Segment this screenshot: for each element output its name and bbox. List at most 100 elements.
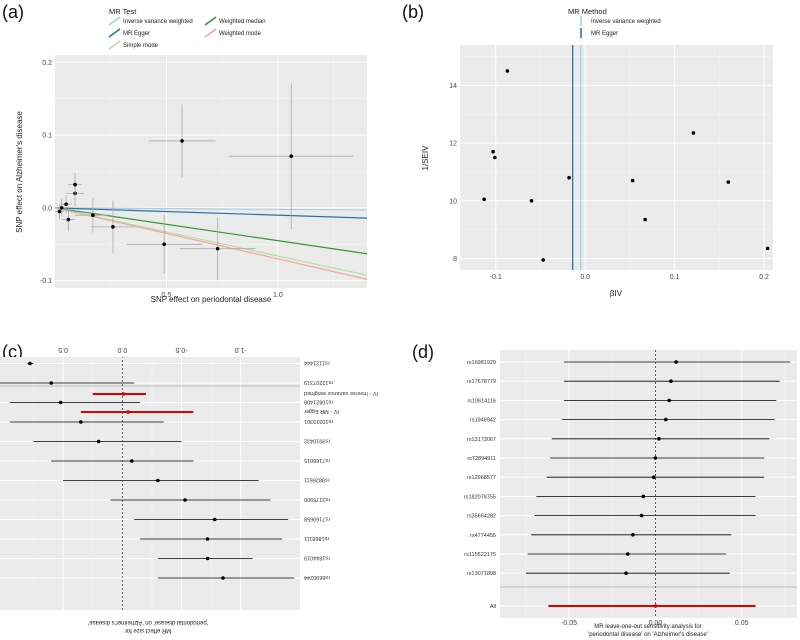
snp-label-4: rs13173067 [467,437,496,443]
snp-point-6 [91,213,95,217]
y-tick-0: 14 [449,83,457,90]
x-tick-1: 1.0 [273,292,283,299]
panel-b-y-axis-title: 1/SEIV [421,145,430,171]
snp-label-1: rs1844019 [304,555,330,561]
snp-label-5: rs72894911 [467,456,496,462]
y-tick-2: 0.0 [42,205,52,212]
panel-c-x-axis-title: MR effect size for [125,627,172,633]
snp-point-1 [59,206,64,210]
funnel-point-10 [726,180,731,184]
legend-swatch-1 [108,28,121,38]
x-tick-2: 0.05 [735,620,749,627]
panel-b-legend: MR Method Inverse variance weighted MR Eg… [568,7,661,38]
snp-estimate-2 [667,398,672,403]
panel-b-legend-title: MR Method [568,7,607,16]
snp-estimate-10 [625,552,630,556]
funnel-point-11 [765,246,770,251]
y-tick-3: 8 [453,256,457,263]
summary-estimate-0 [126,410,131,414]
snp-estimate-0 [221,576,225,580]
snp-estimate-3 [212,517,217,522]
panel-d-x-axis-title: MR leave-one-out sensitivity analysis fo… [594,624,701,630]
panel-a-label: (a) [2,2,24,22]
panel-d-x-axis-subtitle: 'periodontal disease' on 'Alzheimer's di… [588,632,708,638]
panel-b-x-axis-title: βIV [610,289,623,298]
snp-estimate-7 [96,439,101,444]
x-tick-3: 0.2 [759,274,769,281]
snp-point-8 [180,139,184,143]
snp-estimate-9 [631,533,635,537]
snp-estimate-5 [653,456,658,460]
panel-a-x-axis-title: SNP effect on periodontal disease [151,295,272,304]
panel-c-x-axis-subtitle: 'periodontal disease' on 'Alzheimer's di… [88,619,208,625]
snp-label-3: rs7169658 [304,516,330,522]
snp-estimate-10 [49,381,54,385]
funnel-point-6 [567,175,571,180]
snp-label-2: rs10614116 [467,398,496,404]
snp-estimate-7 [641,494,646,499]
snp-point-2 [64,202,68,207]
funnel-point-2 [493,155,497,160]
snp-label-2: rs1868111 [304,535,329,541]
snp-point-0 [57,209,62,214]
x-tick-0: 0.5 [162,292,172,299]
panel-d-plot-area [500,350,797,618]
panel-b-label: (b) [402,2,424,22]
legend-label-4: Weighted mode [219,31,262,37]
snp-estimate-6 [651,475,656,479]
snp-label-8: rs10319301 [304,418,333,424]
x-tick-2: 0.1 [670,274,680,281]
snp-label-3: rs1946942 [470,418,496,424]
legend-label-0: Inverse variance weighted [591,19,661,25]
funnel-point-9 [691,131,696,135]
funnel-point-0 [505,69,510,73]
snp-label-6: rs7168015 [304,457,330,463]
snp-label-11: rs1121444 [304,360,330,366]
snp-label-10: rs115522175 [464,552,496,558]
summary-label-1: IV - Inverse variance weighted [304,390,378,396]
snp-label-8: rs35664282 [467,514,496,520]
legend-label-2: Simple mode [123,43,159,49]
snp-estimate-5 [156,478,160,483]
snp-point-9 [162,242,166,247]
x-tick-1: 0.0 [580,274,590,281]
legend-swatch-0 [108,16,121,26]
snp-label-9: rs10821408 [304,399,333,405]
summary-label-0: IV - MR Egger [304,408,339,414]
y-tick-2: 10 [449,198,457,205]
funnel-point-7 [630,178,635,183]
panel-d-label: (d) [412,342,434,362]
y-tick-1: 0.1 [42,133,52,140]
snp-estimate-4 [183,498,187,502]
snp-estimate-4 [657,437,661,441]
panel-a-legend: MR Test Inverse variance weighted MR Egge… [108,7,266,50]
summary-estimate-0 [653,604,658,608]
panel-a-y-axis-title: SNP effect on Alzheimer's disease [15,111,24,233]
snp-point-10 [215,246,220,251]
legend-swatch-4 [204,28,217,38]
snp-estimate-11 [624,571,628,575]
snp-estimate-2 [205,537,210,541]
funnel-point-3 [482,197,486,202]
snp-label-9: rs4774455 [470,533,496,539]
snp-estimate-6 [129,459,134,463]
funnel-point-1 [491,149,495,154]
snp-estimate-1 [205,556,210,561]
y-tick-0: 0.2 [42,60,52,67]
legend-label-3: Weighted median [219,19,266,25]
snp-label-1: rs17678779 [467,379,496,385]
snp-label-0: rs6690244 [304,574,330,580]
snp-label-10: rs12207319 [304,379,333,385]
x-tick-3: -1.0 [235,346,247,353]
x-tick-0: -0.05 [561,620,577,627]
snp-estimate-0 [674,360,678,364]
panel-a: (a) MR Test Inverse variance weightedMR … [2,2,368,304]
funnel-point-4 [529,198,534,203]
x-tick-2: -0.5 [175,346,187,353]
regression-line-3 [54,207,368,276]
snp-label-4: rs3175900 [304,496,330,502]
snp-estimate-3 [663,417,668,422]
snp-estimate-11 [28,361,32,366]
legend-label-1: MR Egger [591,31,618,37]
snp-estimate-8 [79,420,83,424]
